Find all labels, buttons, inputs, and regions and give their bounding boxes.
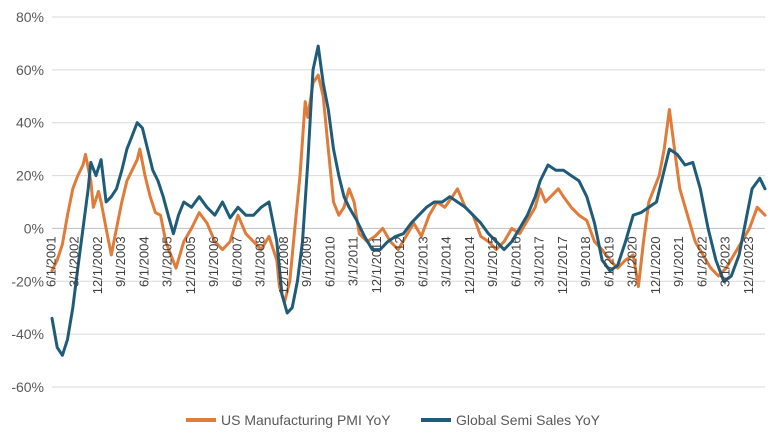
y-tick-label: 20% [16,168,44,184]
legend: US Manufacturing PMI YoY Global Semi Sal… [186,412,601,428]
x-tick-label: 3/1/2023 [718,236,733,287]
x-tick-label: 12/1/2011 [369,236,384,293]
x-tick-label: 6/1/2004 [136,236,151,287]
x-tick-label: 9/1/2018 [578,236,593,287]
x-tick-label: 3/1/2002 [67,236,82,287]
x-tick-label: 12/1/2002 [90,236,105,294]
x-tick-label: 6/1/2013 [415,236,430,287]
x-axis: 6/1/2001 3/1/2002 12/1/2002 9/1/2003 6/1/200… [43,236,755,294]
x-tick-label: 12/1/2014 [462,236,477,294]
x-tick-label: 6/1/2001 [43,236,58,287]
x-tick-label: 3/1/2014 [439,236,454,287]
y-tick-label: 0% [24,220,44,236]
series-lines [50,44,767,357]
x-tick-label: 6/1/2016 [508,236,523,287]
x-tick-label: 12/1/2023 [741,236,756,294]
x-tick-label: 9/1/2006 [206,236,221,287]
x-tick-label: 3/1/2005 [160,236,175,287]
x-tick-label: 12/1/2020 [648,236,663,294]
series-line-semi [50,44,767,357]
y-tick-label: 40% [16,115,44,131]
x-tick-label: 9/1/2009 [299,236,314,287]
legend-label-semi: Global Semi Sales YoY [456,412,601,428]
x-tick-label: 9/1/2012 [392,236,407,287]
y-tick-label: -40% [11,326,44,342]
x-tick-label: 12/1/2008 [276,236,291,294]
x-tick-label: 6/1/2007 [229,236,244,287]
x-tick-label: 12/1/2017 [555,236,570,294]
x-tick-label: 9/1/2015 [485,236,500,287]
y-tick-label: 60% [16,62,44,78]
x-tick-label: 3/1/2008 [253,236,268,287]
grid-lines [52,16,765,388]
x-tick-label: 3/1/2011 [346,236,361,286]
series-line-pmi [50,73,767,304]
x-tick-label: 9/1/2003 [113,236,128,287]
y-tick-label: 80% [16,9,44,25]
x-tick-label: 6/1/2019 [601,236,616,287]
legend-label-pmi: US Manufacturing PMI YoY [221,412,391,428]
x-tick-label: 3/1/2020 [625,236,640,287]
y-tick-label: -20% [11,273,44,289]
x-tick-label: 12/1/2005 [183,236,198,294]
x-tick-label: 3/1/2017 [532,236,547,287]
y-axis: -60% -40% -20% 0% 20% 40% 60% 80% [11,9,44,395]
x-tick-label: 6/1/2022 [694,236,709,287]
x-tick-label: 9/1/2021 [671,236,686,287]
x-tick-label: 6/1/2010 [322,236,337,287]
y-tick-label: -60% [11,379,44,395]
